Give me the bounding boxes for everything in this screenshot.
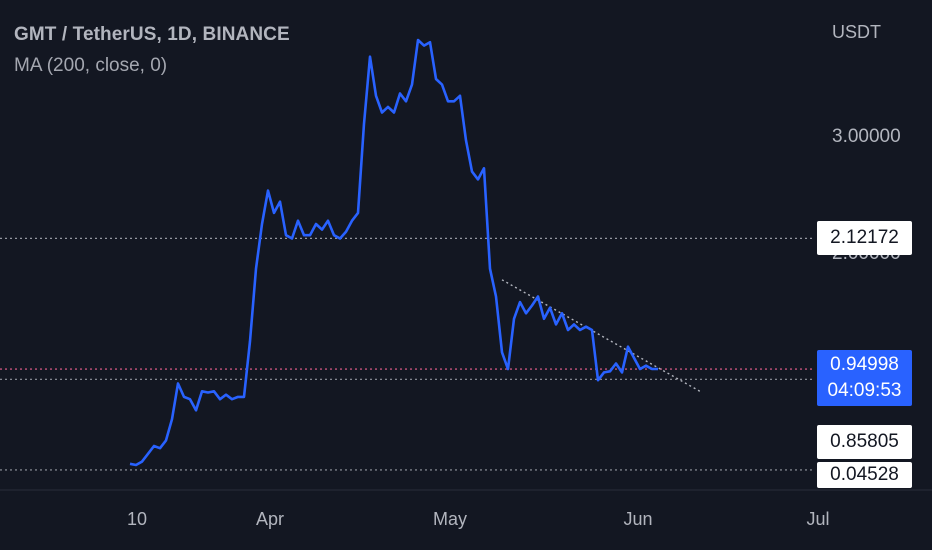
price-line-series[interactable] [129,38,658,467]
x-tick-label: Jun [623,509,653,529]
y-tick-label: 3.00000 [832,126,901,147]
last-price-label: 0.94998 04:09:53 [817,350,912,406]
price-label-level-mid: 0.85805 [817,425,912,459]
bar-countdown: 04:09:53 [827,380,902,401]
indicator-label[interactable]: MA (200, close, 0) [14,55,168,76]
symbol-title[interactable]: GMT / TetherUS, 1D, BINANCE [14,24,290,45]
axis-currency-unit[interactable]: USDT [832,22,881,42]
x-tick-label: 10 [126,509,148,529]
x-tick-label: Jul [806,509,830,529]
x-tick-label: May [432,509,468,529]
chart-legend: GMT / TetherUS, 1D, BINANCE MA (200, clo… [14,24,290,77]
horizontal-levels [0,237,815,471]
price-label-level-low: 0.04528 [817,462,912,488]
last-price-value: 0.94998 [830,354,899,375]
price-label-level-high: 2.12172 [817,221,912,255]
x-tick-label: Apr [255,509,285,529]
